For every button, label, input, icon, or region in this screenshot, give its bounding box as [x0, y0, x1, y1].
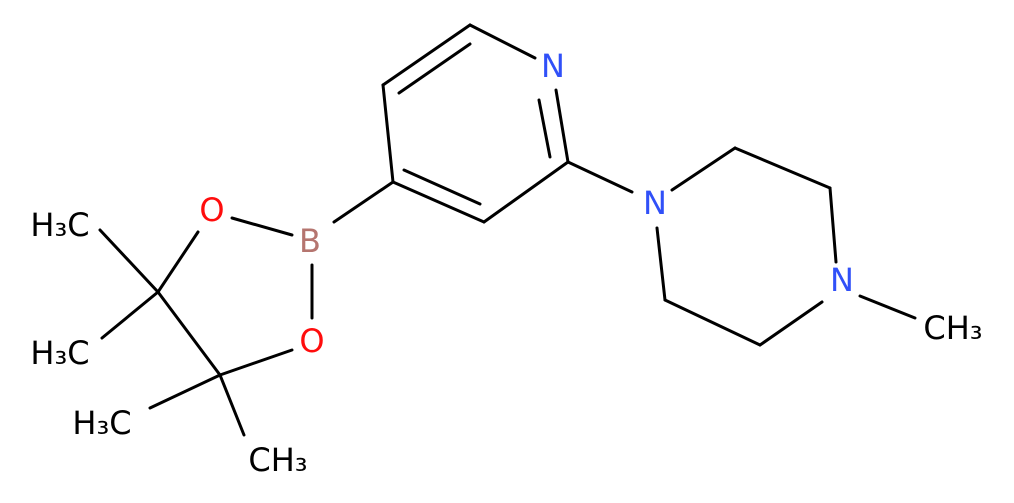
- bond: [663, 298, 762, 347]
- bonds: [98, 23, 917, 437]
- bond: [402, 168, 482, 206]
- bond: [758, 300, 824, 347]
- bond: [733, 146, 832, 190]
- atom-label: O: [199, 191, 224, 229]
- bond: [554, 88, 570, 164]
- bond: [655, 226, 667, 302]
- bond: [537, 98, 552, 159]
- bond: [98, 228, 160, 294]
- bond: [391, 180, 486, 224]
- bond: [156, 290, 222, 377]
- bond: [670, 146, 737, 192]
- atom-label: O: [299, 322, 324, 360]
- bond: [566, 160, 634, 194]
- bond: [218, 373, 246, 437]
- atom-label: H₃C: [30, 334, 89, 372]
- bond: [858, 294, 917, 320]
- atom-label: N: [541, 47, 565, 85]
- atom-label: N: [830, 261, 854, 299]
- atom-label: N: [643, 184, 667, 222]
- bond: [381, 83, 395, 184]
- bond: [218, 348, 294, 377]
- atom-labels: N N N B O O H₃C H₃C H₃C CH₃ CH₃: [30, 47, 982, 479]
- atom-label: CH₃: [248, 441, 307, 479]
- atom-label: CH₃: [923, 309, 982, 347]
- atom-label: B: [299, 222, 321, 260]
- bond: [156, 230, 200, 294]
- bond: [148, 373, 222, 410]
- bond: [100, 290, 160, 340]
- atom-label: H₃C: [30, 206, 89, 244]
- atom-label: H₃C: [72, 404, 131, 442]
- bond: [332, 180, 395, 224]
- bond: [397, 42, 472, 95]
- bond: [828, 186, 838, 264]
- bond: [230, 216, 294, 237]
- bond: [482, 160, 570, 224]
- bond: [468, 23, 537, 60]
- bond: [381, 23, 472, 87]
